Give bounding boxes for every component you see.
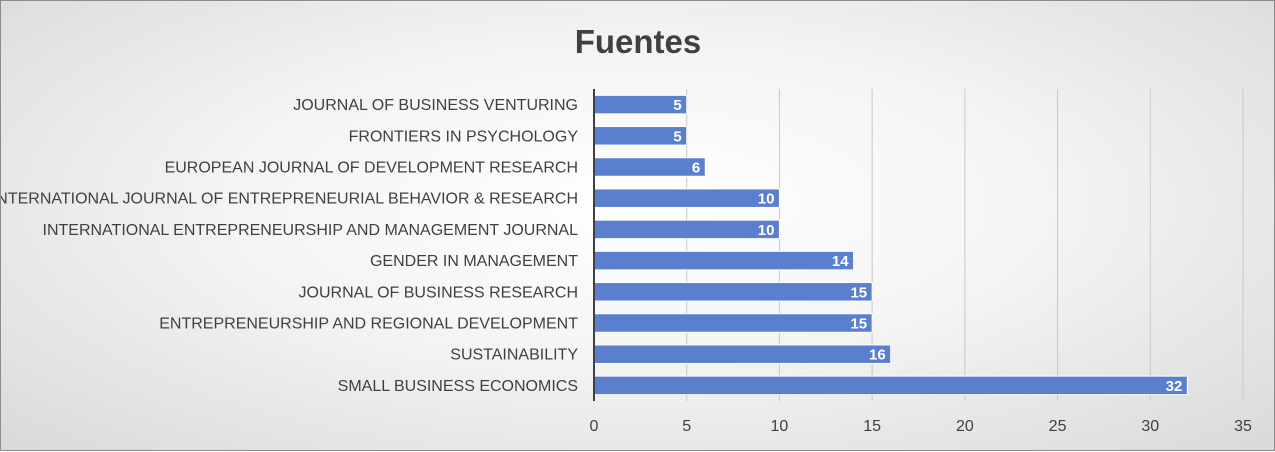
category-label: GENDER IN MANAGEMENT [370,253,578,270]
x-axis-ticks: 0 5 10 15 20 25 30 35 [590,418,1252,435]
bar [593,250,855,271]
data-label: 16 [869,347,886,364]
category-label: SMALL BUSINESS ECONOMICS [338,378,578,395]
bar [593,282,873,302]
category-label: FRONTIERS IN PSYCHOLOGY [349,128,579,145]
x-tick-label: 15 [863,418,881,435]
gridlines [686,89,1244,401]
category-labels: JOURNAL OF BUSINESS VENTURING FRONTIERS I… [1,97,578,395]
bar [593,157,706,177]
data-label: 32 [1166,378,1183,395]
x-tick-label: 35 [1234,418,1252,435]
category-label: SUSTAINABILITY [450,347,578,364]
category-label: INTERNATIONAL JOURNAL OF ENTREPRENEURIAL… [1,191,578,208]
x-tick-label: 0 [590,418,599,435]
data-label: 15 [850,316,867,333]
x-tick-label: 20 [956,418,974,435]
data-label: 5 [673,128,681,145]
x-tick-label: 10 [771,418,789,435]
x-tick-label: 25 [1049,418,1067,435]
data-label: 5 [673,97,681,114]
bar [593,344,892,364]
data-label: 15 [850,284,867,301]
chart-title: Fuentes [575,23,702,60]
x-tick-label: 30 [1141,418,1159,435]
category-label: EUROPEAN JOURNAL OF DEVELOPMENT RESEARCH [165,160,578,177]
data-label: 10 [758,191,775,208]
data-label: 6 [692,160,700,177]
category-label: JOURNAL OF BUSINESS VENTURING [293,97,578,114]
x-tick-label: 5 [682,418,691,435]
category-label: ENTREPRENEURSHIP AND REGIONAL DEVELOPMEN… [159,316,578,333]
category-label: INTERNATIONAL ENTREPRENEURSHIP AND MANAG… [43,222,579,239]
bar [593,188,780,208]
bar [593,375,1188,396]
bar [593,219,780,240]
bar [593,313,873,333]
data-label: 14 [832,253,849,270]
data-label: 10 [758,222,775,239]
category-label: JOURNAL OF BUSINESS RESEARCH [299,284,578,301]
